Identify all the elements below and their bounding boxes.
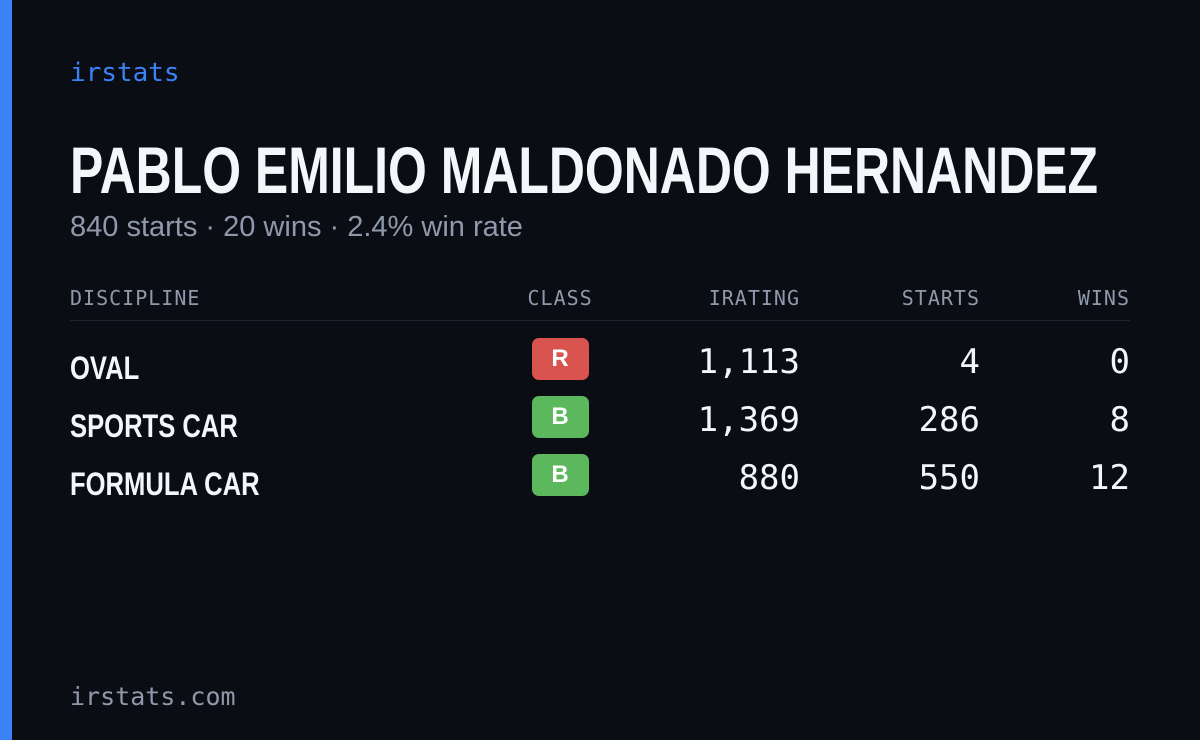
- column-header: STARTS: [901, 286, 980, 310]
- accent-bar: [0, 0, 12, 740]
- wins: 0: [1109, 342, 1130, 382]
- class-badge: R: [531, 338, 589, 380]
- discipline: OVAL: [70, 349, 140, 386]
- irating: 880: [738, 458, 800, 498]
- discipline: SPORTS CAR: [70, 407, 238, 444]
- driver-name: PABLO EMILIO MALDONADO HERNANDEZ: [70, 133, 1099, 207]
- header-rule: [70, 320, 1130, 321]
- starts: 550: [918, 458, 980, 498]
- starts: 286: [918, 400, 980, 440]
- column-header: CLASS: [527, 286, 593, 310]
- discipline: FORMULA CAR: [70, 465, 260, 502]
- footer: irstats.com: [70, 682, 236, 711]
- starts: 4: [959, 342, 980, 382]
- wins: 8: [1109, 400, 1130, 440]
- irating: 1,369: [697, 400, 800, 440]
- irating: 1,113: [697, 342, 800, 382]
- column-header: WINS: [1077, 286, 1130, 310]
- brand: irstats: [70, 58, 180, 88]
- class-badge: B: [531, 396, 589, 438]
- column-header: DISCIPLINE: [70, 286, 201, 310]
- summary: 840 starts · 20 wins · 2.4% win rate: [70, 211, 523, 243]
- class-badge: B: [531, 454, 589, 496]
- column-header: IRATING: [708, 286, 800, 310]
- wins: 12: [1089, 458, 1130, 498]
